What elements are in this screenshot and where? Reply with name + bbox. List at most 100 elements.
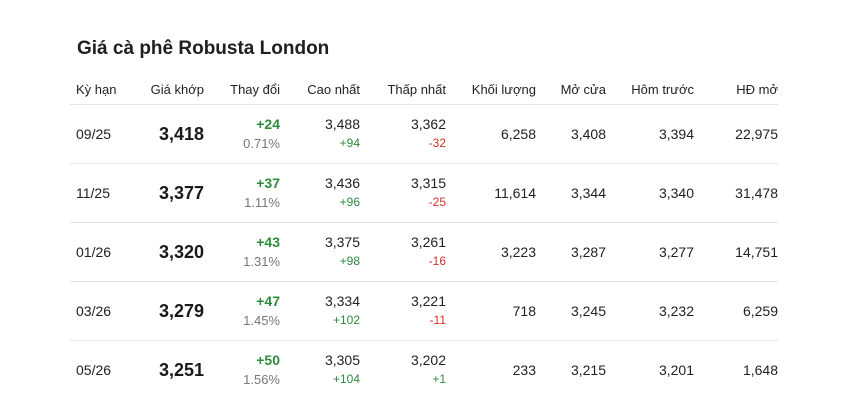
high-cell: 3,436 +96: [280, 163, 360, 223]
change-percent: 1.56%: [243, 372, 280, 387]
high-cell: 3,305 +104: [280, 341, 360, 400]
prev-value: 3,340: [658, 185, 694, 201]
volume-value: 718: [512, 303, 536, 319]
term-cell: 03/26: [70, 281, 138, 341]
high-delta: +98: [339, 254, 360, 268]
change-percent: 1.45%: [243, 313, 280, 328]
change-value: +37: [256, 175, 280, 191]
col-header-price: Giá khớp: [138, 74, 204, 105]
high-cell: 3,488 +94: [280, 104, 360, 164]
low-cell: 3,315 -25: [360, 163, 446, 223]
prev-cell: 3,277: [606, 222, 694, 282]
price-cell: 3,279: [138, 281, 204, 341]
change-value: +24: [256, 116, 280, 132]
low-cell: 3,362 -32: [360, 104, 446, 164]
page-title: Giá cà phê Robusta London: [77, 38, 330, 59]
term-cell: 05/26: [70, 341, 138, 400]
high-value: 3,334: [324, 293, 360, 309]
price-value: 3,377: [158, 182, 204, 203]
open-interest-cell: 6,259: [694, 281, 778, 341]
low-delta: -11: [429, 313, 446, 327]
low-delta: -25: [428, 195, 446, 209]
prev-cell: 3,340: [606, 163, 694, 223]
open-interest-value: 1,648: [742, 362, 778, 378]
price-cell: 3,377: [138, 163, 204, 223]
col-header-low: Thấp nhất: [360, 74, 446, 105]
table-row: 03/26 3,279 +47 1.45% 3,334 +102 3,221 -…: [70, 281, 778, 341]
volume-cell: 6,258: [446, 104, 536, 164]
high-value: 3,436: [324, 175, 360, 191]
open-value: 3,287: [570, 244, 606, 260]
low-delta: -16: [428, 254, 446, 268]
table-row: 11/25 3,377 +37 1.11% 3,436 +96 3,315 -2…: [70, 163, 778, 223]
open-value: 3,408: [570, 126, 606, 142]
term-value: 03/26: [76, 303, 112, 319]
low-value: 3,362: [410, 116, 446, 132]
open-value: 3,215: [570, 362, 606, 378]
change-cell: +47 1.45%: [204, 281, 280, 341]
change-cell: +50 1.56%: [204, 341, 280, 400]
col-header-change: Thay đổi: [204, 74, 280, 105]
open-interest-cell: 14,751: [694, 222, 778, 282]
term-value: 11/25: [76, 185, 110, 201]
open-interest-value: 14,751: [735, 244, 778, 260]
low-cell: 3,261 -16: [360, 222, 446, 282]
volume-value: 233: [512, 362, 536, 378]
open-cell: 3,408: [536, 104, 606, 164]
price-table: Kỳ hạn Giá khớp Thay đổi Cao nhất Thấp n…: [70, 74, 778, 399]
high-delta: +102: [332, 313, 360, 327]
table-row: 09/25 3,418 +24 0.71% 3,488 +94 3,362 -3…: [70, 104, 778, 164]
open-value: 3,245: [570, 303, 606, 319]
high-delta: +94: [339, 136, 360, 150]
volume-value: 11,614: [494, 185, 536, 201]
open-interest-cell: 1,648: [694, 341, 778, 400]
change-percent: 1.31%: [243, 254, 280, 269]
change-value: +50: [256, 352, 280, 368]
open-cell: 3,215: [536, 341, 606, 400]
prev-cell: 3,394: [606, 104, 694, 164]
change-cell: +43 1.31%: [204, 222, 280, 282]
term-value: 09/25: [76, 126, 112, 142]
change-value: +47: [256, 293, 280, 309]
term-value: 01/26: [76, 244, 112, 260]
term-cell: 11/25: [70, 163, 138, 223]
open-interest-value: 6,259: [742, 303, 778, 319]
open-interest-cell: 31,478: [694, 163, 778, 223]
low-delta: -32: [428, 136, 446, 150]
prev-value: 3,232: [658, 303, 694, 319]
prev-value: 3,277: [658, 244, 694, 260]
open-cell: 3,245: [536, 281, 606, 341]
term-value: 05/26: [76, 362, 112, 378]
price-cell: 3,320: [138, 222, 204, 282]
col-header-term: Kỳ hạn: [70, 74, 138, 105]
open-interest-cell: 22,975: [694, 104, 778, 164]
high-cell: 3,334 +102: [280, 281, 360, 341]
prev-value: 3,201: [658, 362, 694, 378]
high-delta: +96: [339, 195, 360, 209]
low-cell: 3,202 +1: [360, 341, 446, 400]
open-interest-value: 31,478: [735, 185, 778, 201]
low-value: 3,261: [410, 234, 446, 250]
col-header-open: Mở cửa: [536, 74, 606, 105]
col-header-prev: Hôm trước: [606, 74, 694, 105]
volume-cell: 3,223: [446, 222, 536, 282]
change-percent: 0.71%: [243, 136, 280, 151]
table-row: 05/26 3,251 +50 1.56% 3,305 +104 3,202 +…: [70, 341, 778, 400]
volume-cell: 11,614: [446, 163, 536, 223]
low-value: 3,315: [410, 175, 446, 191]
high-value: 3,488: [324, 116, 360, 132]
price-value: 3,251: [158, 359, 204, 380]
volume-value: 3,223: [500, 244, 536, 260]
open-cell: 3,344: [536, 163, 606, 223]
high-cell: 3,375 +98: [280, 222, 360, 282]
open-cell: 3,287: [536, 222, 606, 282]
open-value: 3,344: [570, 185, 606, 201]
high-value: 3,305: [324, 352, 360, 368]
col-header-open-interest: HĐ mở: [694, 74, 778, 105]
price-value: 3,418: [158, 123, 204, 144]
price-cell: 3,418: [138, 104, 204, 164]
prev-cell: 3,232: [606, 281, 694, 341]
open-interest-value: 22,975: [735, 126, 778, 142]
change-cell: +37 1.11%: [204, 163, 280, 223]
low-value: 3,202: [410, 352, 446, 368]
